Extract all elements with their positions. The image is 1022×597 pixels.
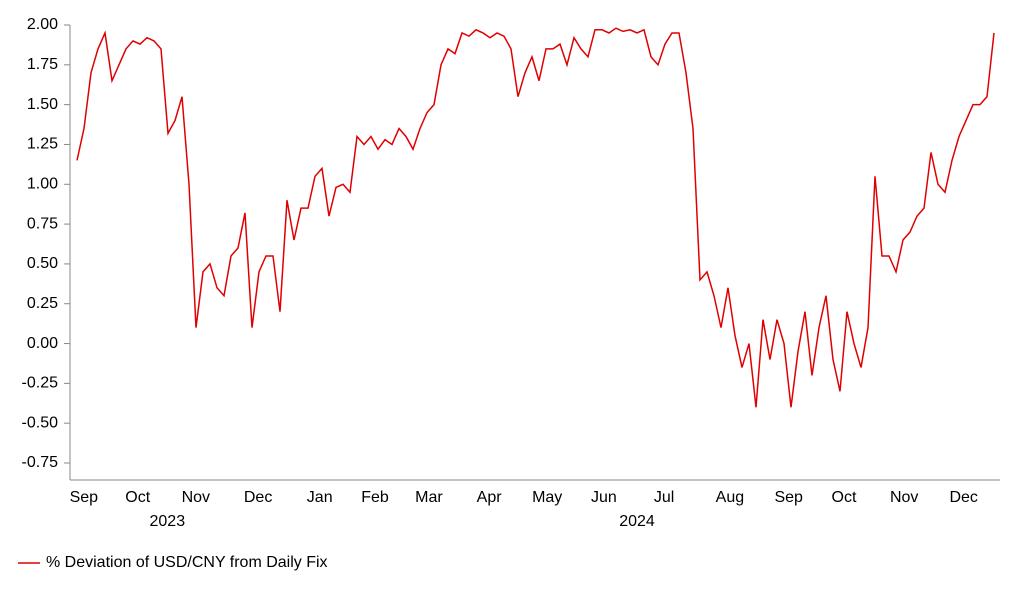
x-tick-label: Aug [716,489,744,506]
x-tick-label: Sep [774,489,803,506]
x-tick-label: Apr [477,489,503,506]
x-tick-label: Sep [70,489,99,506]
x-tick-label: Dec [949,489,977,506]
x-tick-label: Nov [890,489,918,506]
legend-label: % Deviation of USD/CNY from Daily Fix [46,554,328,571]
x-tick-label: Nov [182,489,210,506]
y-tick-label: 1.25 [27,136,58,153]
y-tick-label: 0.25 [27,295,58,312]
x-tick-label: Jan [307,489,333,506]
x-tick-label: Mar [415,489,443,506]
x-tick-label: May [532,489,562,506]
year-label: 2024 [619,513,655,530]
data-line [76,27,995,408]
y-tick-label: 1.50 [27,96,58,113]
year-label: 2023 [150,513,186,530]
x-tick-label: Jul [654,489,674,506]
x-tick-label: Oct [832,489,857,506]
y-tick-label: 1.75 [27,56,58,73]
x-tick-label: Jun [591,489,617,506]
x-tick-label: Feb [361,489,389,506]
y-tick-label: -0.50 [22,414,59,431]
y-tick-label: 0.50 [27,255,58,272]
y-tick-label: -0.75 [22,454,59,471]
x-tick-label: Dec [244,489,272,506]
x-tick-label: Oct [125,489,150,506]
y-tick-label: 1.00 [27,175,58,192]
y-tick-label: 2.00 [27,16,58,33]
y-tick-label: 0.75 [27,215,58,232]
y-tick-label: -0.25 [22,375,59,392]
y-tick-label: 0.00 [27,335,58,352]
